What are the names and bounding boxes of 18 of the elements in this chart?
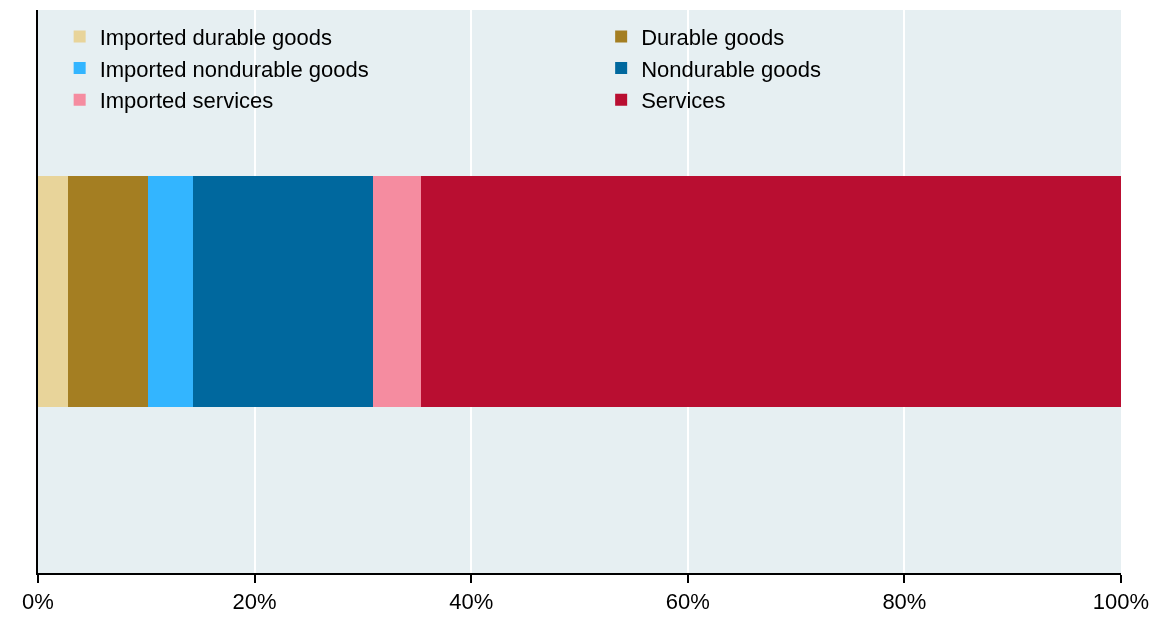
legend-label: Imported services	[99, 88, 274, 114]
legend-label: Imported durable goods	[99, 25, 333, 51]
x-tick-label: 40%	[449, 589, 494, 615]
x-tick-label: 0%	[22, 589, 54, 615]
x-tick-label: 60%	[665, 589, 710, 615]
legend-label: Imported nondurable goods	[99, 56, 369, 82]
x-tick-label: 100%	[1092, 589, 1150, 615]
x-tick-label: 20%	[232, 589, 277, 615]
bar	[421, 176, 1121, 407]
bar	[372, 176, 422, 407]
x-tick-label: 80%	[882, 589, 927, 615]
legend-label: Services	[641, 88, 726, 114]
bar	[68, 176, 149, 407]
legend-label: Nondurable goods	[641, 56, 821, 82]
legend-label: Durable goods	[641, 25, 785, 51]
bar	[192, 176, 373, 407]
bar	[148, 176, 193, 407]
bar	[38, 176, 69, 407]
